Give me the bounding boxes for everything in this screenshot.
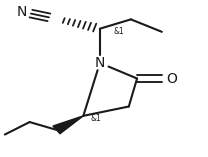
Text: &1: &1: [90, 114, 101, 123]
Text: &1: &1: [113, 27, 124, 36]
Text: O: O: [167, 71, 178, 86]
Text: N: N: [95, 56, 105, 70]
Polygon shape: [53, 116, 83, 134]
Text: N: N: [16, 5, 27, 19]
